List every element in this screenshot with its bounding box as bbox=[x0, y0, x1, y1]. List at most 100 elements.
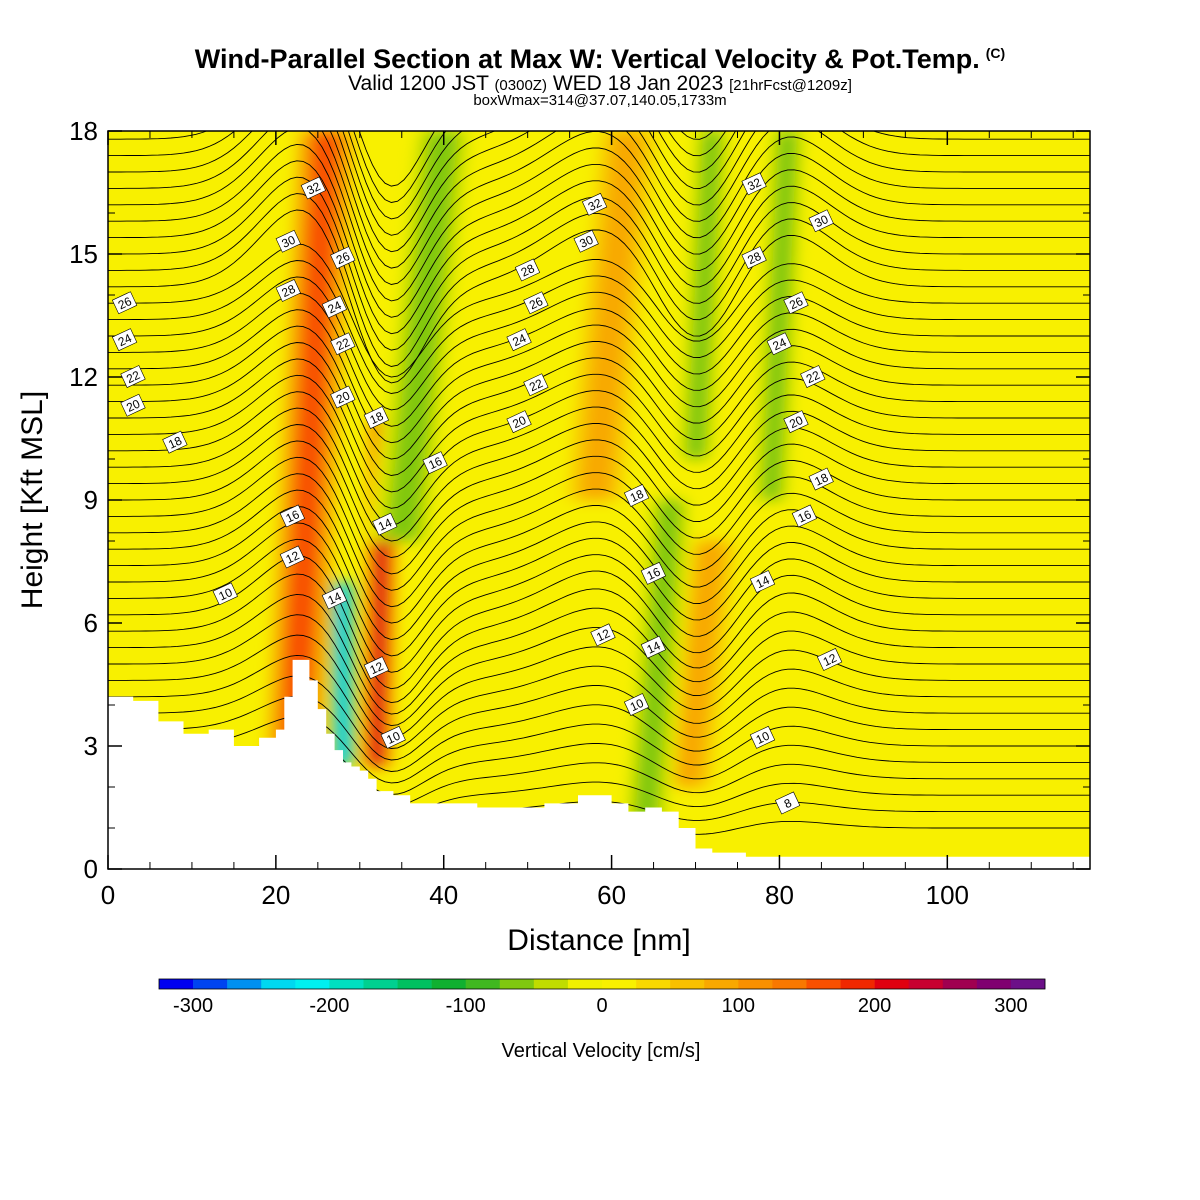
colorbar-segment bbox=[533, 979, 569, 989]
colorbar-title: Vertical Velocity [cm/s] bbox=[502, 1040, 701, 1062]
copyright-mark: (C) bbox=[985, 45, 1006, 61]
colorbar-segment bbox=[976, 979, 1012, 989]
contour-label-text: 20 bbox=[510, 413, 528, 431]
contour-label: 12 bbox=[363, 656, 390, 680]
colorbar-segment bbox=[772, 979, 807, 989]
contour-label-text: 20 bbox=[787, 413, 805, 431]
theta-contour bbox=[108, 342, 1090, 476]
contour-labels: 32 30 28 26 24 22 20 18 16 14 12 10 14 16 12 10 26 24 22 20… bbox=[111, 172, 843, 815]
theta-contour bbox=[108, 593, 1090, 715]
contour-label: 12 bbox=[279, 545, 306, 569]
contour-label: 14 bbox=[749, 570, 776, 593]
colorbar-tick-label: -200 bbox=[309, 995, 349, 1017]
colorbar-segment bbox=[636, 979, 671, 989]
contour-label: 18 bbox=[808, 467, 834, 491]
theta-contour bbox=[108, 715, 1090, 784]
contour-label: 14 bbox=[321, 586, 348, 610]
contour-label-text: 10 bbox=[754, 729, 772, 747]
colorbar-segment bbox=[874, 979, 909, 989]
theta-contour bbox=[108, 358, 1090, 493]
contour-label: 26 bbox=[111, 291, 138, 315]
contour-label-text: 32 bbox=[305, 179, 323, 197]
colorbar-segment bbox=[397, 979, 432, 989]
contour-label-text: 14 bbox=[754, 573, 772, 591]
x-tick-label: 80 bbox=[765, 880, 794, 910]
theta-contour bbox=[108, 473, 1090, 608]
forecast-info: [21hrFcst@1209z] bbox=[729, 77, 852, 94]
contour-label-text: 16 bbox=[796, 507, 814, 525]
contour-label-text: 16 bbox=[284, 507, 302, 525]
contour-label-text: 24 bbox=[510, 331, 528, 349]
x-axis-title: Distance [nm] bbox=[507, 924, 690, 957]
theta-contour bbox=[108, 292, 1090, 427]
colorbar-segment bbox=[942, 979, 978, 989]
contour-label: 16 bbox=[640, 561, 667, 585]
theta-contour bbox=[108, 131, 1090, 269]
theta-contour bbox=[108, 309, 1090, 444]
colorbar-segment bbox=[431, 979, 466, 989]
theta-contour bbox=[108, 374, 1090, 509]
theta-contour bbox=[108, 614, 1090, 727]
y-tick-label: 12 bbox=[69, 362, 98, 392]
chart-title: Wind-Parallel Section at Max W: Vertical… bbox=[0, 44, 1200, 75]
y-axis-title: Height [Kft MSL] bbox=[16, 391, 49, 609]
colorbar-segment bbox=[227, 979, 262, 989]
colorbar-segment bbox=[602, 979, 637, 989]
colorbar-segment bbox=[193, 979, 228, 989]
contour-label: 32 bbox=[300, 176, 327, 200]
colorbar-segment bbox=[499, 979, 535, 989]
contour-label-text: 18 bbox=[812, 470, 830, 488]
contour-label: 8 bbox=[774, 791, 801, 815]
contour-label-text: 26 bbox=[527, 294, 545, 312]
contour-label: 20 bbox=[506, 410, 532, 434]
colorbar-segment bbox=[261, 979, 296, 989]
theta-contour bbox=[108, 193, 1090, 367]
colorbar-frame bbox=[158, 978, 1046, 990]
colorbar-segment bbox=[329, 979, 364, 989]
chart-subtitle: Valid 1200 JST (0300Z) WED 18 Jan 2023 [… bbox=[0, 72, 1200, 96]
colorbar-segment bbox=[738, 979, 773, 989]
contour-label: 10 bbox=[749, 725, 776, 749]
contour-label: 20 bbox=[330, 385, 356, 409]
colorbar-segment bbox=[704, 979, 739, 989]
valid-date: WED 18 Jan 2023 bbox=[552, 72, 724, 95]
velocity-feature-downdraft bbox=[337, 582, 349, 767]
plot-area bbox=[108, 131, 1090, 869]
contour-label-text: 20 bbox=[334, 388, 352, 406]
box-max-info: boxWmax=314@37.07,140.05,1733m bbox=[473, 92, 727, 109]
contour-label-text: 12 bbox=[594, 626, 612, 644]
contour-label: 26 bbox=[523, 291, 549, 315]
y-tick-label: 6 bbox=[84, 608, 98, 638]
contour-label: 24 bbox=[506, 328, 532, 352]
colorbar-segment bbox=[159, 979, 194, 989]
contour-label: 14 bbox=[372, 512, 398, 536]
potential-temperature-contours bbox=[108, 131, 1090, 841]
x-tick-label: 0 bbox=[101, 880, 115, 910]
colorbar-segment bbox=[1010, 979, 1046, 989]
colorbar-tick-label: 200 bbox=[858, 995, 891, 1017]
theta-contour bbox=[108, 131, 1090, 302]
theta-contour bbox=[108, 654, 1090, 749]
contour-label-text: 16 bbox=[645, 565, 663, 583]
contour-label: 30 bbox=[573, 229, 599, 253]
contour-label: 20 bbox=[783, 410, 809, 434]
theta-contour bbox=[108, 675, 1090, 761]
contour-label-text: 14 bbox=[645, 638, 663, 656]
contour-label-text: 30 bbox=[577, 232, 595, 250]
colorbar-tick-label: -300 bbox=[173, 995, 213, 1017]
contour-label: 14 bbox=[640, 635, 667, 659]
contour-label-text: 26 bbox=[116, 294, 134, 312]
contour-label-text: 30 bbox=[279, 232, 297, 250]
velocity-feature-updraft bbox=[676, 541, 724, 787]
theta-contour bbox=[108, 407, 1090, 542]
contour-label: 10 bbox=[380, 725, 406, 749]
colorbar-tick-label: 300 bbox=[994, 995, 1027, 1017]
contour-label: 28 bbox=[275, 279, 301, 302]
x-tick-label: 60 bbox=[597, 880, 626, 910]
theta-contour bbox=[108, 131, 1090, 253]
theta-contour bbox=[108, 456, 1090, 591]
contour-label: 22 bbox=[523, 373, 549, 397]
contour-label: 18 bbox=[623, 484, 650, 507]
contour-label-text: 22 bbox=[124, 368, 142, 386]
